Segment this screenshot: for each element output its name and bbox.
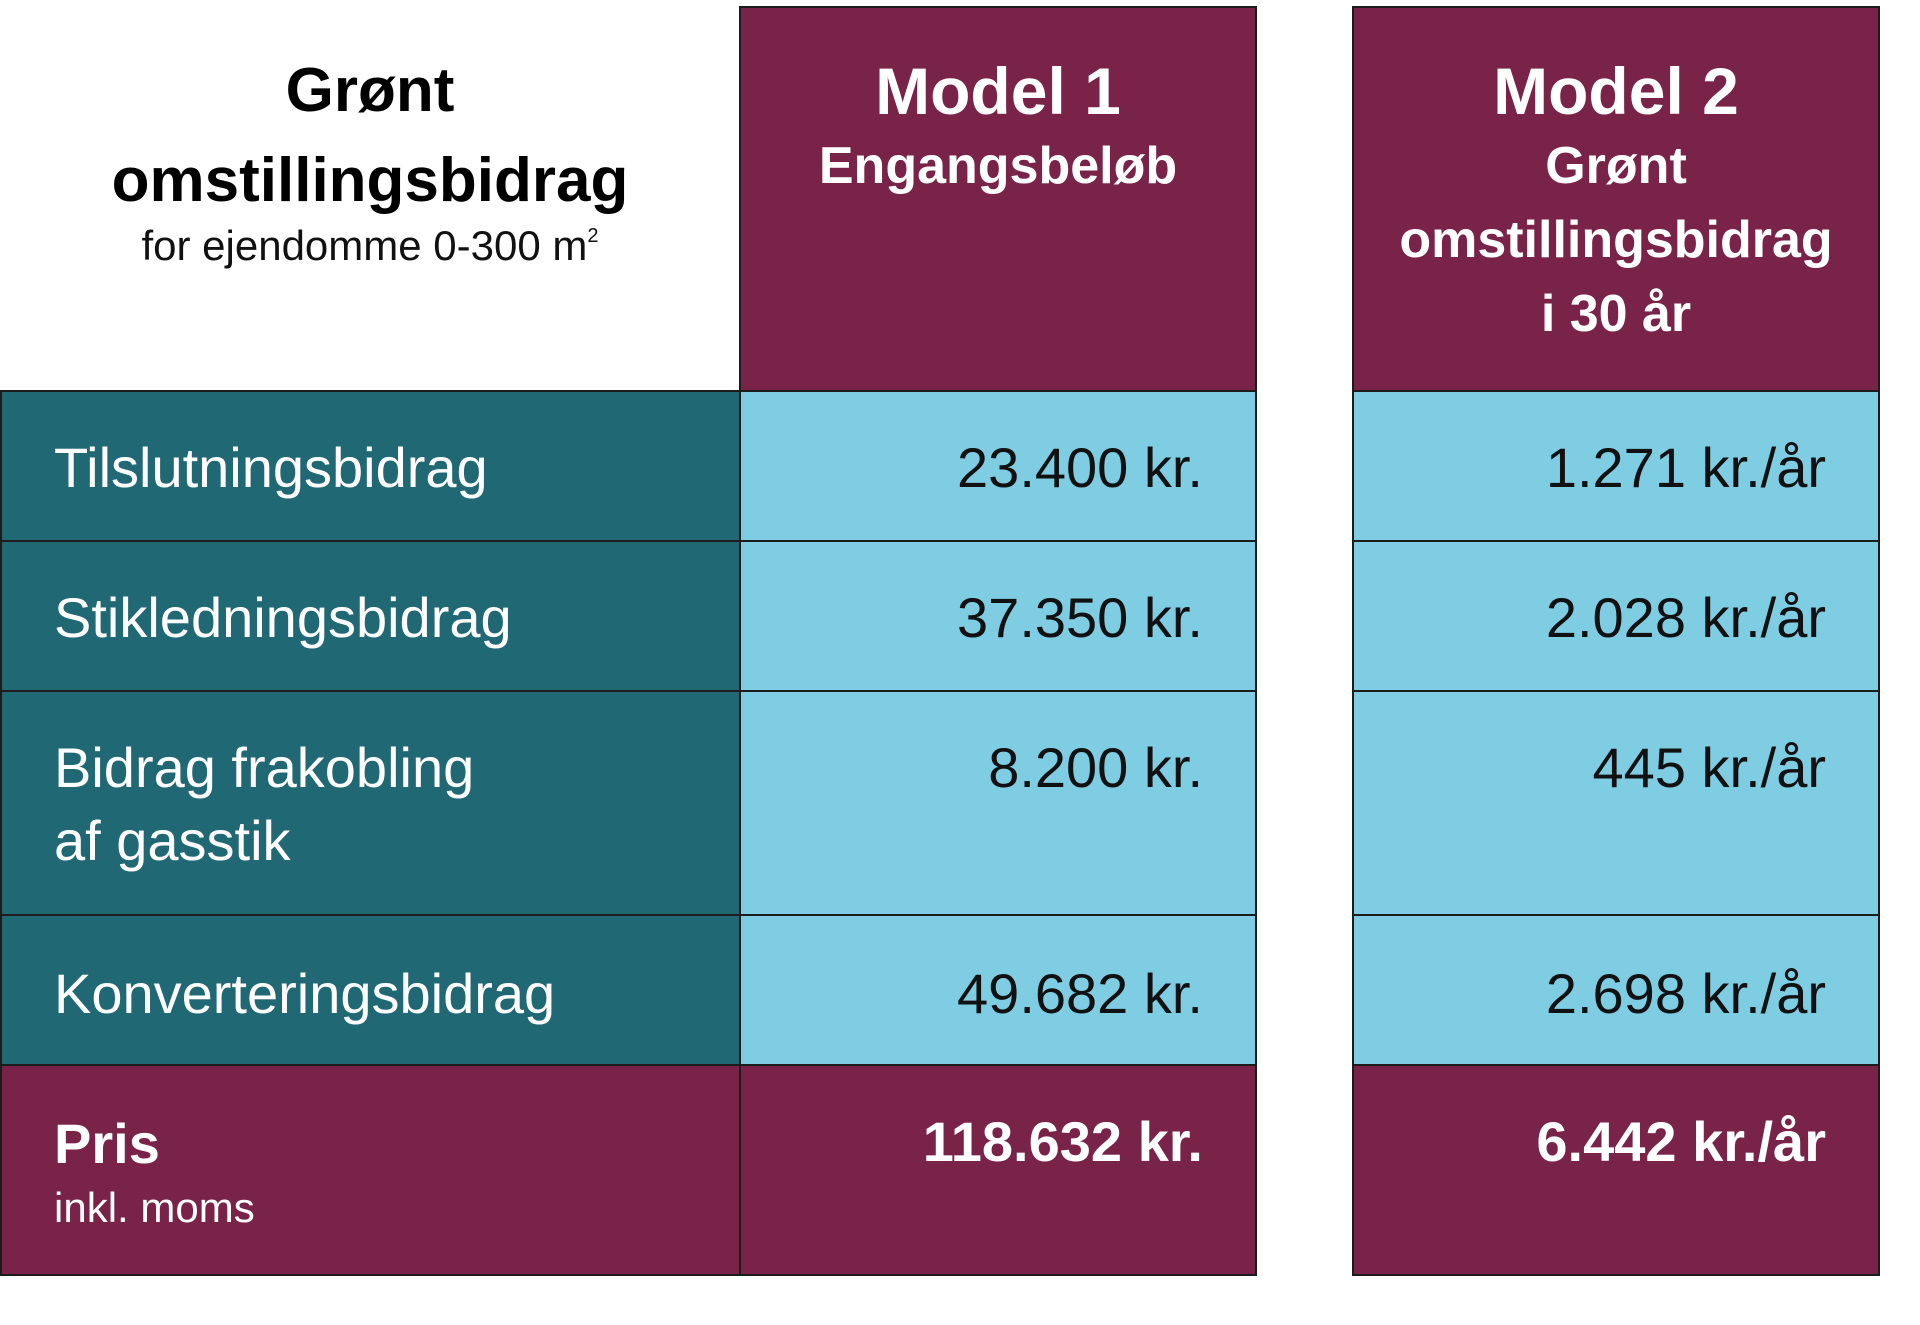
model-1-value-text: 49.682 kr. (957, 962, 1203, 1025)
row-label: Tilslutningsbidrag (0, 390, 741, 542)
row-model-1-value: 23.400 kr. (739, 390, 1257, 542)
total-model-2-text: 6.442 kr./år (1536, 1110, 1826, 1173)
row-model-2-value: 1.271 kr./år (1352, 390, 1880, 542)
model-2-header: Model 2 Grønt omstillingsbidrag i 30 år (1352, 6, 1880, 392)
table-title: Grønt omstillingsbidrag for ejendomme 0-… (0, 0, 740, 390)
model-2-title: Model 2 (1493, 54, 1739, 128)
model-1-subtitle-line: Engangsbeløb (818, 137, 1178, 195)
model-2-subtitle-line-3: i 30 år (1540, 284, 1692, 343)
row-model-2-value: 2.028 kr./år (1352, 540, 1880, 692)
model-2-subtitle-line-1: Grønt (1545, 137, 1687, 195)
row-label: Konverteringsbidrag (0, 914, 741, 1066)
row-model-2-value: 445 kr./år (1352, 690, 1880, 916)
total-label: Pris (54, 1112, 160, 1175)
model-2-value-text: 445 kr./år (1592, 736, 1826, 799)
row-label: Stikledningsbidrag (0, 540, 741, 692)
row-label-text-line-1: Bidrag frakobling (54, 736, 475, 799)
model-2-value-text: 2.028 kr./år (1545, 586, 1826, 649)
row-model-1-value: 37.350 kr. (739, 540, 1257, 692)
model-1-header: Model 1 Engangsbeløb (739, 6, 1257, 392)
title-line-2: omstillingsbidrag (111, 146, 629, 215)
row-label: Bidrag frakobling af gasstik (0, 690, 741, 916)
row-model-1-value: 49.682 kr. (739, 914, 1257, 1066)
total-sublabel: inkl. moms (54, 1184, 255, 1232)
model-1-value-text: 23.400 kr. (957, 436, 1203, 499)
model-2-value-text: 2.698 kr./år (1545, 962, 1826, 1025)
total-model-1-value: 118.632 kr. (739, 1064, 1257, 1276)
row-label-text-line-2: af gasstik (54, 808, 291, 872)
row-label-text: Konverteringsbidrag (54, 962, 556, 1025)
model-1-title: Model 1 (875, 54, 1121, 128)
total-model-1-text: 118.632 kr. (922, 1110, 1203, 1173)
title-line-1: Grønt (285, 56, 455, 125)
model-2-value-text: 1.271 kr./år (1545, 436, 1826, 499)
model-1-value-text: 8.200 kr. (988, 736, 1203, 799)
row-model-1-value: 8.200 kr. (739, 690, 1257, 916)
row-label-text: Stikledningsbidrag (54, 586, 512, 649)
model-1-value-text: 37.350 kr. (957, 586, 1203, 649)
total-model-2-value: 6.442 kr./år (1352, 1064, 1880, 1276)
subtitle-text: for ejendomme 0-300 m (141, 222, 588, 269)
model-2-subtitle-line-2: omstillingsbidrag (1399, 210, 1833, 269)
subtitle-superscript: 2 (587, 225, 599, 247)
total-label-cell: Pris inkl. moms (0, 1064, 741, 1276)
title-subtitle: for ejendomme 0-300 m2 (0, 225, 740, 267)
row-label-text: Tilslutningsbidrag (54, 436, 488, 499)
row-model-2-value: 2.698 kr./år (1352, 914, 1880, 1066)
